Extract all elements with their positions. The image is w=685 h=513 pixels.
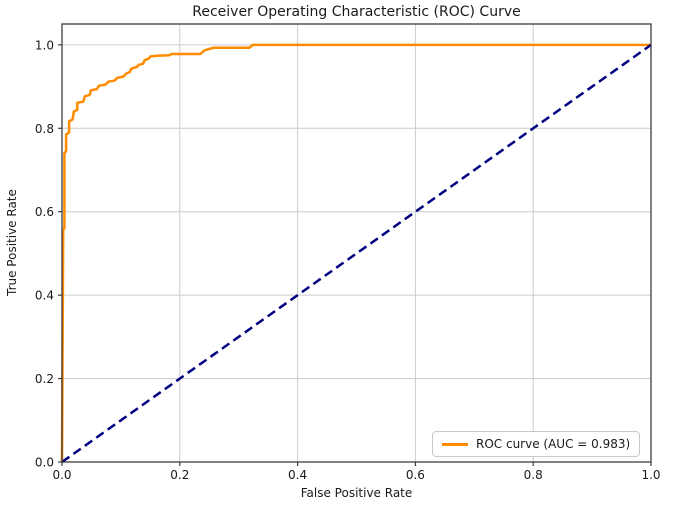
x-tick-label: 0.6 [406,468,425,482]
roc-line-swatch [442,442,468,446]
chance-diagonal-line [61,43,652,464]
chart-title: Receiver Operating Characteristic (ROC) … [192,4,521,20]
y-tick-label: 0.6 [35,205,54,219]
legend: ROC curve (AUC = 0.983) [432,431,641,457]
y-tick-label: 0.0 [35,456,54,470]
y-tick-label: 0.8 [35,122,54,136]
plot-border [61,23,652,463]
y-tick-label: 0.4 [35,289,54,303]
y-tick-label: 0.2 [35,372,54,386]
y-axis-label: True Positive Rate [5,189,19,297]
legend-label: ROC curve (AUC = 0.983) [476,437,631,451]
x-axis-label: False Positive Rate [300,486,413,500]
x-tick-label: 0.4 [288,468,307,482]
x-tick-label: 0.8 [524,468,543,482]
x-tick-label: 0.2 [170,468,189,482]
x-tick-label: 0.0 [52,468,71,482]
y-tick-label: 1.0 [35,38,54,52]
x-tick-label: 1.0 [641,468,660,482]
roc-curve-line [60,43,651,463]
